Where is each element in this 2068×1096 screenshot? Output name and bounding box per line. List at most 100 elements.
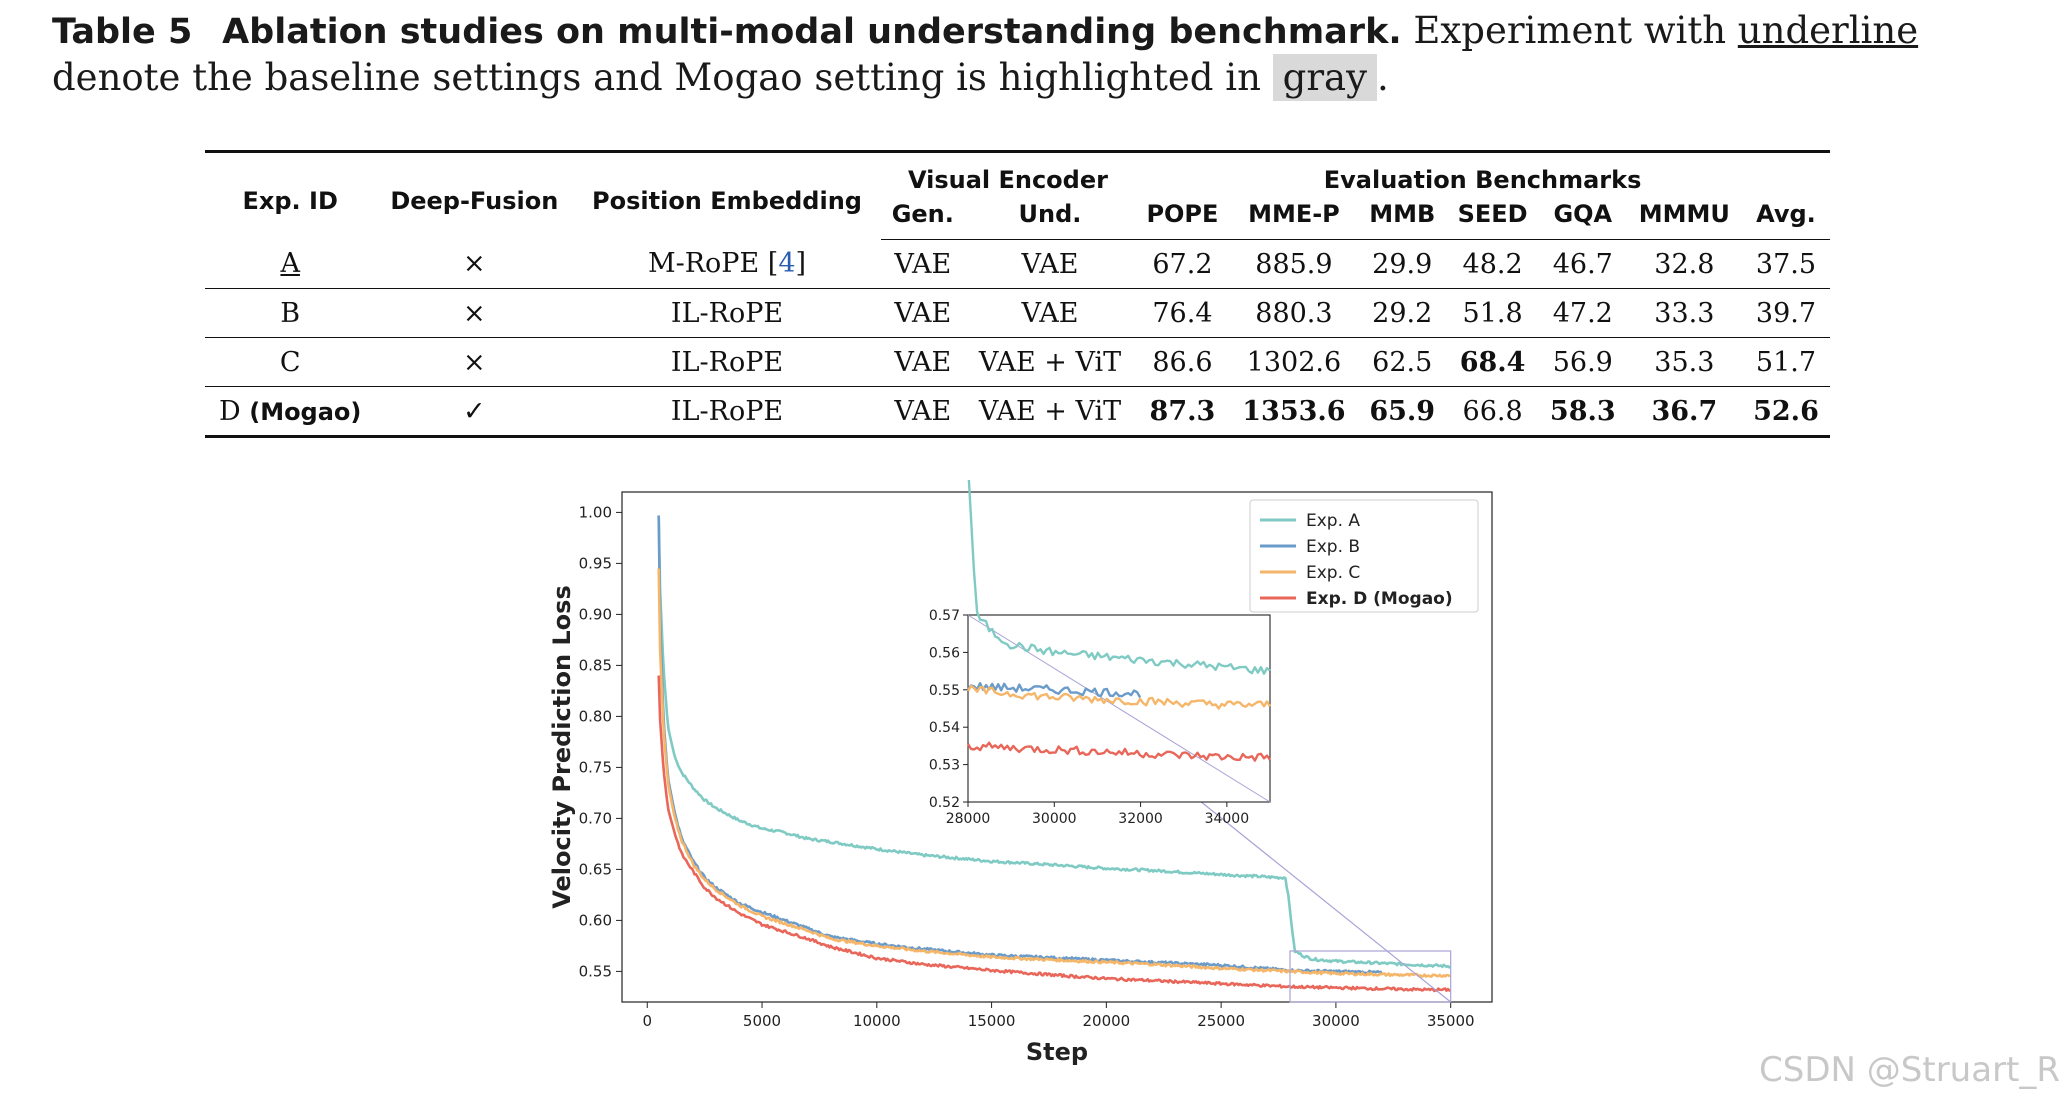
caption-gray-word: gray <box>1272 54 1378 101</box>
series-line-exp-c <box>657 568 1451 979</box>
cell-pope: 67.2 <box>1135 239 1230 289</box>
cell-pope: 87.3 <box>1135 386 1230 438</box>
x-tick-label: 15000 <box>968 1012 1016 1030</box>
legend-entry: Exp. B <box>1306 537 1360 557</box>
cell-mmep: 880.3 <box>1229 288 1359 338</box>
header-mmep: MME-P <box>1229 197 1359 240</box>
cell-mmmu: 35.3 <box>1626 337 1742 387</box>
cell-seed: 66.8 <box>1446 386 1539 438</box>
y-tick-label: 0.95 <box>579 554 612 572</box>
x-tick-label: 10000 <box>853 1012 901 1030</box>
header-row-2: Gen. Und. POPE MME-P MMB SEED GQA MMMU A… <box>205 197 1830 240</box>
header-gqa: GQA <box>1538 197 1627 240</box>
table-row: D (Mogao) ✓ IL-RoPE VAE VAE + ViT 87.3 1… <box>205 386 1830 438</box>
cell-avg: 52.6 <box>1741 386 1830 438</box>
y-tick-label: 0.75 <box>579 758 612 776</box>
inset-x-tick-label: 32000 <box>1118 811 1163 827</box>
table-row: A × M-RoPE [4] VAE VAE 67.2 885.9 29.9 4… <box>205 239 1830 289</box>
cell-deep-fusion: ✓ <box>375 386 574 438</box>
legend-entry: Exp. C <box>1306 563 1360 583</box>
cell-position-embedding: IL-RoPE <box>573 386 881 438</box>
inset-y-tick-label: 0.55 <box>929 683 960 699</box>
cell-gqa: 56.9 <box>1538 337 1627 387</box>
cell-exp-id: B <box>205 288 376 338</box>
cell-seed: 68.4 <box>1446 337 1539 387</box>
cell-und: VAE <box>964 288 1136 338</box>
y-tick-label: 0.60 <box>579 911 612 929</box>
cell-gen: VAE <box>880 239 965 289</box>
inset-series-line-exp-d-mogao- <box>966 741 1271 762</box>
cell-mmmu: 32.8 <box>1626 239 1742 289</box>
y-tick-label: 0.70 <box>579 809 612 827</box>
cell-und: VAE <box>964 239 1136 289</box>
y-tick-label: 0.90 <box>579 605 612 623</box>
table-row: C × IL-RoPE VAE VAE + ViT 86.6 1302.6 62… <box>205 337 1830 387</box>
zoom-box <box>1289 950 1452 1003</box>
cell-position-embedding: M-RoPE [4] <box>573 239 881 289</box>
cell-und: VAE + ViT <box>964 337 1136 387</box>
cell-seed: 48.2 <box>1446 239 1539 289</box>
citation-link[interactable]: 4 <box>778 248 796 280</box>
header-und: Und. <box>964 197 1136 240</box>
cell-exp-id: C <box>205 337 376 387</box>
cell-mmb: 29.9 <box>1358 239 1447 289</box>
cell-gen: VAE <box>880 288 965 338</box>
cell-gqa: 46.7 <box>1538 239 1627 289</box>
cell-mmmu: 33.3 <box>1626 288 1742 338</box>
y-tick-label: 0.65 <box>579 860 612 878</box>
x-tick-label: 0 <box>642 1012 652 1030</box>
header-seed: SEED <box>1446 197 1539 240</box>
cell-position-embedding: IL-RoPE <box>573 337 881 387</box>
series-line-exp-b <box>657 515 1383 975</box>
header-exp-id: Exp. ID <box>205 150 376 240</box>
inset-x-tick-label: 28000 <box>946 811 991 827</box>
cell-deep-fusion: × <box>375 239 574 289</box>
y-tick-label: 0.55 <box>579 962 612 980</box>
inset-y-tick-label: 0.53 <box>929 758 960 774</box>
header-position-embedding: Position Embedding <box>573 150 881 240</box>
cell-mmep: 1302.6 <box>1229 337 1359 387</box>
cell-exp-id: D (Mogao) <box>205 386 376 438</box>
table-row: B × IL-RoPE VAE VAE 76.4 880.3 29.2 51.8… <box>205 288 1830 338</box>
header-avg: Avg. <box>1741 197 1830 240</box>
x-tick-label: 25000 <box>1197 1012 1245 1030</box>
cell-gqa: 47.2 <box>1538 288 1627 338</box>
table-label: Table 5 <box>52 12 193 52</box>
cell-seed: 51.8 <box>1446 288 1539 338</box>
cell-mmmu: 36.7 <box>1626 386 1742 438</box>
cell-avg: 51.7 <box>1741 337 1830 387</box>
header-pope: POPE <box>1135 197 1230 240</box>
plot-frame <box>621 491 1493 1003</box>
inset-y-tick-label: 0.54 <box>929 720 960 736</box>
series-line-exp-d-mogao- <box>657 675 1451 993</box>
watermark: CSDN @Struart_R <box>1759 1050 2060 1090</box>
loss-chart: 0 5000 10000 15000 20000 25000 30000 35000 0.55 0… <box>548 480 1493 1066</box>
caption-text-3: . <box>1377 56 1389 99</box>
caption-text-2: denote the baseline settings and Mogao s… <box>52 56 1273 99</box>
cell-gqa: 58.3 <box>1538 386 1627 438</box>
x-tick-label: 20000 <box>1082 1012 1130 1030</box>
cell-gen: VAE <box>880 337 965 387</box>
cell-und: VAE + ViT <box>964 386 1136 438</box>
inset-series-line-exp-a <box>967 480 1271 675</box>
cell-mmep: 1353.6 <box>1229 386 1359 438</box>
table-caption: Table 5 Ablation studies on multi-modal … <box>52 8 2042 101</box>
cell-mmep: 885.9 <box>1229 239 1359 289</box>
table-title: Ablation studies on multi-modal understa… <box>222 12 1402 52</box>
cell-pope: 76.4 <box>1135 288 1230 338</box>
cell-deep-fusion: × <box>375 288 574 338</box>
x-axis-label: Step <box>1026 1038 1088 1066</box>
y-tick-label: 0.85 <box>579 656 612 674</box>
caption-text-1: Experiment with <box>1401 9 1738 52</box>
cell-avg: 39.7 <box>1741 288 1830 338</box>
cell-position-embedding: IL-RoPE <box>573 288 881 338</box>
ablation-table: Exp. ID Deep-Fusion Position Embedding V… <box>205 150 1830 438</box>
legend-entry: Exp. A <box>1306 511 1360 531</box>
inset-connector <box>967 614 1271 803</box>
header-mmb: MMB <box>1358 197 1447 240</box>
header-gen: Gen. <box>880 197 965 240</box>
inset-x-tick-label: 34000 <box>1205 811 1250 827</box>
x-tick-label: 35000 <box>1427 1012 1475 1030</box>
legend-box <box>1249 499 1479 613</box>
cell-gen: VAE <box>880 386 965 438</box>
